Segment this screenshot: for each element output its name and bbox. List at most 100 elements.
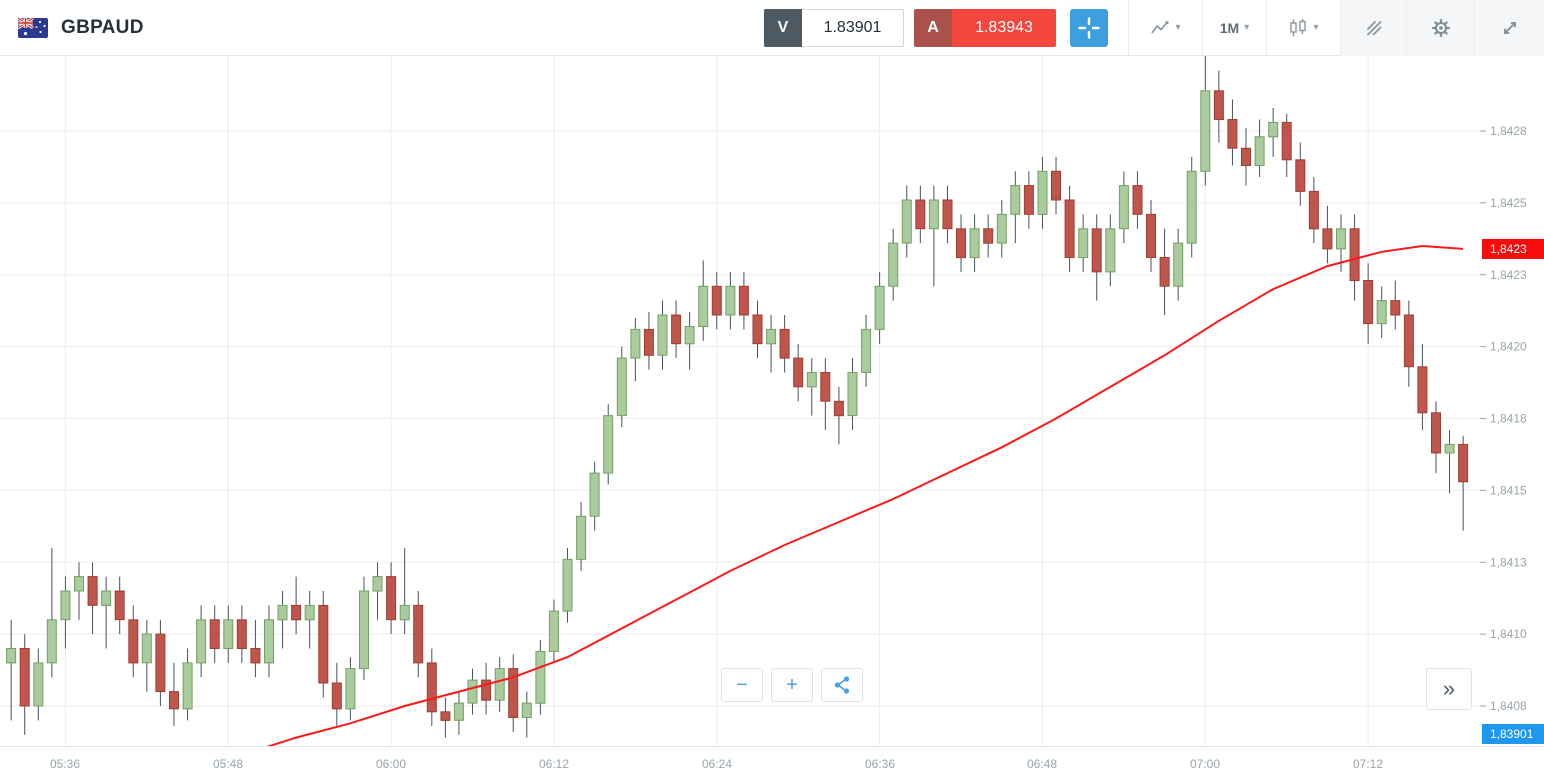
candle-down (87, 576, 98, 606)
chart-toolbar: ▾ 1M ▾ ▾ (1128, 0, 1544, 56)
candle-up (372, 576, 383, 592)
candle-down (1322, 228, 1333, 250)
candle-up (1376, 300, 1387, 325)
share-icon (834, 676, 850, 694)
time-axis-label: 06:24 (701, 757, 733, 771)
sell-button[interactable]: V 1.83901 (764, 9, 904, 47)
time-axis-label: 05:48 (212, 757, 244, 771)
scroll-to-latest-button[interactable]: » (1426, 668, 1472, 710)
time-axis-label: 06:00 (375, 757, 407, 771)
candle-up (1037, 170, 1048, 215)
chart-style-dropdown[interactable]: ▾ (1128, 0, 1202, 56)
candle-down (1146, 213, 1156, 258)
candles-layer (6, 56, 1469, 738)
indicators-button[interactable] (1340, 0, 1406, 56)
candle-up (304, 604, 315, 621)
candlestick-chart[interactable]: 1,8428 1,8425 1,8423 1,8420 1,8418 1,8415 1,84… (0, 56, 1544, 746)
candle-down (155, 633, 166, 693)
candle-up (264, 619, 274, 664)
candle-up (196, 619, 207, 664)
instrument-header: GBPAUD (18, 0, 144, 56)
candle-down (386, 576, 397, 621)
double-chevron-right-icon: » (1442, 676, 1456, 701)
candle-down (1295, 159, 1306, 192)
candle-down (1227, 119, 1238, 149)
buy-price: 1.83943 (952, 9, 1056, 47)
candle-up (467, 679, 478, 704)
candle-down (128, 619, 139, 664)
gear-icon (1431, 19, 1450, 37)
timeframe-label: 1M (1219, 20, 1240, 36)
candle-down (820, 372, 831, 402)
plus-icon: + (786, 673, 798, 696)
candle-up (535, 650, 546, 704)
candle-up (548, 610, 559, 652)
candle-up (494, 668, 505, 701)
candle-down (1159, 257, 1170, 287)
candle-up (725, 285, 736, 316)
price-axis-label: 1,8408 (1490, 699, 1527, 713)
candle-down (169, 691, 179, 710)
candle-up (576, 515, 587, 560)
settings-button[interactable] (1406, 0, 1474, 56)
candle-up (141, 633, 152, 664)
candle-down (1023, 185, 1034, 215)
zoom-in-button[interactable]: + (771, 668, 813, 702)
buy-button[interactable]: A 1.83943 (914, 9, 1056, 47)
ma-price-tag: 1,8423 (1482, 239, 1544, 259)
candlestick-icon (1290, 19, 1307, 37)
candle-up (766, 328, 777, 345)
candle-up (6, 648, 17, 664)
price-axis-label: 1,8410 (1490, 627, 1527, 641)
topbar: GBPAUD V 1.83901 A 1.83943 (0, 0, 1544, 56)
candle-up (1254, 136, 1265, 167)
candle-down (671, 314, 682, 345)
candle-down (711, 285, 722, 316)
fullscreen-button[interactable] (1474, 0, 1544, 56)
crosshair-button[interactable] (1070, 9, 1108, 47)
candle-up (969, 228, 980, 259)
candle-up (1173, 242, 1184, 287)
expand-icon (1503, 22, 1516, 34)
candle-up (806, 372, 817, 388)
candle-up (1118, 185, 1129, 230)
time-axis-label: 07:00 (1189, 757, 1221, 771)
candle-down (19, 648, 30, 707)
quote-panel: V 1.83901 A 1.83943 (764, 9, 1108, 47)
candle-up (1010, 185, 1021, 215)
candle-down (413, 604, 424, 664)
zoom-out-button[interactable]: − (721, 668, 763, 702)
chevron-down-icon: ▾ (1244, 22, 1250, 33)
candle-down (738, 285, 749, 316)
share-button[interactable] (821, 668, 863, 702)
candle-up (861, 328, 872, 373)
candle-down (1281, 121, 1292, 161)
candle-up (901, 199, 912, 244)
timeframe-dropdown[interactable]: 1M ▾ (1202, 0, 1266, 56)
price-axis-label: 1,8418 (1490, 412, 1527, 426)
candle-up (223, 619, 234, 649)
candle-up (888, 242, 899, 287)
candle-up (562, 558, 573, 612)
candle-down (1051, 170, 1061, 201)
sell-price: 1.83901 (802, 9, 904, 47)
candle-down (1213, 90, 1224, 120)
time-axis[interactable]: 05:36 05:48 06:00 06:12 06:24 06:36 06:48 07:00… (0, 746, 1544, 782)
price-axis-label: 1,8428 (1490, 124, 1527, 138)
candle-up (453, 702, 464, 721)
price-axis-label: 1,8420 (1490, 340, 1527, 354)
candle-down (236, 619, 247, 649)
candle-down (209, 619, 220, 649)
price-axis-label: 1,8423 (1490, 268, 1527, 282)
candle-down (114, 590, 125, 621)
candle-down (1064, 199, 1075, 258)
price-axis-label: 1,8425 (1490, 196, 1527, 210)
candle-up (996, 213, 1007, 244)
candle-down (331, 682, 342, 710)
price-axis-label: 1,8413 (1490, 555, 1527, 569)
candle-type-dropdown[interactable]: ▾ (1266, 0, 1340, 56)
candle-up (399, 604, 410, 621)
candle-up (1336, 228, 1346, 250)
candle-up (521, 702, 532, 718)
